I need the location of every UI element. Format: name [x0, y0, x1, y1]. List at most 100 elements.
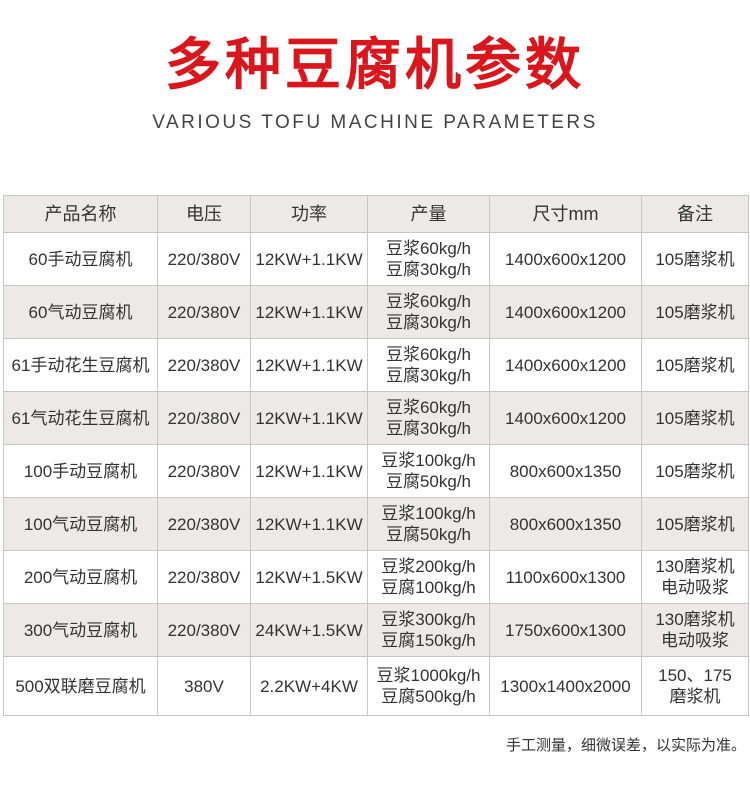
page-subtitle: VARIOUS TOFU MACHINE PARAMETERS	[152, 112, 598, 133]
table-row: 100气动豆腐机 220/380V 12KW+1.1KW 豆浆100kg/h 豆腐50k…	[3, 497, 749, 551]
cell-voltage: 220/380V	[157, 285, 251, 339]
cell-power: 12KW+1.1KW	[250, 338, 368, 392]
cell-line: 150、175	[658, 666, 732, 685]
cell-line: 豆腐30kg/h	[385, 419, 472, 438]
cell-size: 1400x600x1200	[489, 285, 642, 339]
cell-voltage: 220/380V	[157, 550, 251, 604]
header-remarks: 备注	[641, 195, 749, 233]
cell-voltage: 220/380V	[157, 338, 251, 392]
table-row: 200气动豆腐机 220/380V 12KW+1.5KW 豆浆200kg/h 豆腐100…	[3, 550, 749, 604]
table-body: 60手动豆腐机 220/380V 12KW+1.1KW 豆浆60kg/h 豆腐30kg/…	[3, 232, 749, 716]
cell-output: 豆浆200kg/h 豆腐100kg/h	[367, 550, 490, 604]
cell-line: 豆腐150kg/h	[381, 631, 476, 650]
cell-line: 豆浆60kg/h	[385, 292, 472, 311]
cell-product-name: 500双联磨豆腐机	[3, 656, 158, 716]
header-power: 功率	[250, 195, 368, 233]
cell-output: 豆浆100kg/h 豆腐50kg/h	[367, 444, 490, 498]
table-row: 300气动豆腐机 220/380V 24KW+1.5KW 豆浆300kg/h 豆腐150…	[3, 603, 749, 657]
table-row: 61气动花生豆腐机 220/380V 12KW+1.1KW 豆浆60kg/h 豆腐30k…	[3, 391, 749, 445]
cell-power: 12KW+1.1KW	[250, 391, 368, 445]
cell-product-name: 61气动花生豆腐机	[3, 391, 158, 445]
cell-size: 1100x600x1300	[489, 550, 642, 604]
cell-line: 豆浆300kg/h	[381, 610, 476, 629]
cell-remarks: 105磨浆机	[641, 285, 749, 339]
table-header-row: 产品名称 电压 功率 产量 尺寸mm 备注	[3, 195, 749, 233]
table-row: 60手动豆腐机 220/380V 12KW+1.1KW 豆浆60kg/h 豆腐30kg/…	[3, 232, 749, 286]
cell-power: 12KW+1.1KW	[250, 232, 368, 286]
cell-output: 豆浆300kg/h 豆腐150kg/h	[367, 603, 490, 657]
cell-size: 800x600x1350	[489, 444, 642, 498]
cell-line: 豆浆100kg/h	[381, 451, 476, 470]
cell-product-name: 200气动豆腐机	[3, 550, 158, 604]
cell-line: 130磨浆机	[655, 557, 735, 576]
cell-line: 105磨浆机	[655, 302, 735, 322]
cell-line: 豆浆60kg/h	[385, 239, 472, 258]
cell-remarks: 105磨浆机	[641, 391, 749, 445]
cell-line: 豆浆60kg/h	[385, 345, 472, 364]
cell-product-name: 300气动豆腐机	[3, 603, 158, 657]
cell-voltage: 220/380V	[157, 232, 251, 286]
cell-line: 豆浆60kg/h	[385, 398, 472, 417]
cell-product-name: 60手动豆腐机	[3, 232, 158, 286]
header-voltage: 电压	[157, 195, 251, 233]
cell-power: 12KW+1.1KW	[250, 497, 368, 551]
cell-remarks: 105磨浆机	[641, 497, 749, 551]
table-row: 500双联磨豆腐机 380V 2.2KW+4KW 豆浆1000kg/h 豆腐500kg/…	[3, 656, 749, 716]
cell-line: 豆腐30kg/h	[385, 366, 472, 385]
cell-size: 1400x600x1200	[489, 338, 642, 392]
measurement-note: 手工测量，细微误差，以实际为准。	[505, 736, 746, 754]
cell-line: 105磨浆机	[655, 514, 735, 534]
cell-power: 12KW+1.5KW	[250, 550, 368, 604]
cell-line: 电动吸浆	[661, 631, 729, 650]
cell-remarks: 130磨浆机 电动吸浆	[641, 550, 749, 604]
header-output: 产量	[367, 195, 490, 233]
cell-output: 豆浆60kg/h 豆腐30kg/h	[367, 285, 490, 339]
cell-size: 1750x600x1300	[489, 603, 642, 657]
page-title: 多种豆腐机参数	[165, 32, 585, 98]
cell-size: 1300x1400x2000	[489, 656, 642, 716]
cell-power: 12KW+1.1KW	[250, 444, 368, 498]
cell-remarks: 130磨浆机 电动吸浆	[641, 603, 749, 657]
cell-output: 豆浆1000kg/h 豆腐500kg/h	[367, 656, 490, 716]
cell-voltage: 220/380V	[157, 444, 251, 498]
cell-line: 豆腐50kg/h	[385, 472, 472, 491]
cell-line: 豆浆200kg/h	[381, 557, 476, 576]
cell-power: 24KW+1.5KW	[250, 603, 368, 657]
table-row: 61手动花生豆腐机 220/380V 12KW+1.1KW 豆浆60kg/h 豆腐30k…	[3, 338, 749, 392]
cell-remarks: 105磨浆机	[641, 444, 749, 498]
cell-line: 磨浆机	[669, 687, 721, 706]
cell-line: 105磨浆机	[655, 408, 735, 428]
cell-voltage: 220/380V	[157, 497, 251, 551]
cell-line: 130磨浆机	[655, 610, 735, 629]
cell-output: 豆浆100kg/h 豆腐50kg/h	[367, 497, 490, 551]
cell-line: 豆浆1000kg/h	[376, 666, 481, 685]
cell-product-name: 60气动豆腐机	[3, 285, 158, 339]
header-product-name: 产品名称	[3, 195, 158, 233]
table-row: 100手动豆腐机 220/380V 12KW+1.1KW 豆浆100kg/h 豆腐50k…	[3, 444, 749, 498]
cell-size: 1400x600x1200	[489, 232, 642, 286]
cell-line: 豆腐100kg/h	[381, 578, 476, 597]
cell-line: 豆腐30kg/h	[385, 260, 472, 279]
cell-line: 105磨浆机	[655, 461, 735, 481]
cell-size: 800x600x1350	[489, 497, 642, 551]
cell-size: 1400x600x1200	[489, 391, 642, 445]
cell-line: 豆腐500kg/h	[381, 687, 476, 706]
cell-line: 豆腐50kg/h	[385, 525, 472, 544]
cell-line: 豆浆100kg/h	[381, 504, 476, 523]
cell-product-name: 61手动花生豆腐机	[3, 338, 158, 392]
cell-power: 12KW+1.1KW	[250, 285, 368, 339]
cell-voltage: 220/380V	[157, 603, 251, 657]
cell-voltage: 380V	[157, 656, 251, 716]
cell-product-name: 100手动豆腐机	[3, 444, 158, 498]
cell-line: 电动吸浆	[661, 578, 729, 597]
cell-remarks: 105磨浆机	[641, 232, 749, 286]
cell-line: 豆腐30kg/h	[385, 313, 472, 332]
cell-remarks: 105磨浆机	[641, 338, 749, 392]
cell-output: 豆浆60kg/h 豆腐30kg/h	[367, 338, 490, 392]
cell-line: 105磨浆机	[655, 249, 735, 269]
table-row: 60气动豆腐机 220/380V 12KW+1.1KW 豆浆60kg/h 豆腐30kg/…	[3, 285, 749, 339]
cell-output: 豆浆60kg/h 豆腐30kg/h	[367, 232, 490, 286]
cell-remarks: 150、175 磨浆机	[641, 656, 749, 716]
cell-output: 豆浆60kg/h 豆腐30kg/h	[367, 391, 490, 445]
cell-power: 2.2KW+4KW	[250, 656, 368, 716]
